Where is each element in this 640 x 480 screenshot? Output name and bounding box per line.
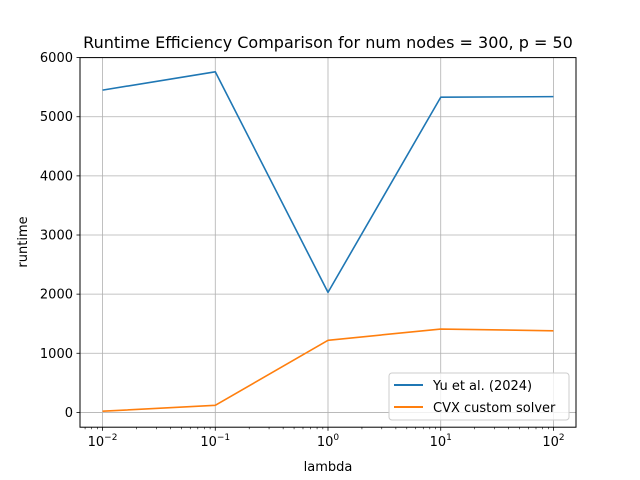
legend: Yu et al. (2024) CVX custom solver <box>388 372 570 421</box>
x-tick-label: 101 <box>430 433 452 450</box>
x-tick-label: 100 <box>317 433 340 450</box>
legend-box <box>388 372 570 421</box>
y-tick-label: 4000 <box>40 169 73 184</box>
x-tick-label: 102 <box>542 433 564 450</box>
y-tick-label: 3000 <box>40 229 73 244</box>
series-line-cvx <box>102 328 554 413</box>
series-line-yu <box>102 70 554 294</box>
y-tick-label: 0 <box>65 406 73 421</box>
x-tick-label: 10−2 <box>88 433 118 450</box>
y-axis-label: runtime <box>16 216 31 267</box>
x-axis-label: lambda <box>304 460 353 475</box>
y-tick-label: 2000 <box>40 288 73 303</box>
y-tick-label: 5000 <box>40 110 73 125</box>
legend-label-yu: Yu et al. (2024) <box>432 379 532 394</box>
legend-label-cvx: CVX custom solver <box>433 401 556 416</box>
x-tick-label: 10−1 <box>200 433 230 450</box>
axis-ticks: 10−2 10−1 100 101 102 0 1000 2000 3000 4000 5000 60… <box>40 51 565 450</box>
grid <box>80 57 576 428</box>
y-tick-label: 6000 <box>40 51 73 66</box>
chart-title: Runtime Efficiency Comparison for num no… <box>83 33 573 52</box>
series-lines <box>102 70 554 413</box>
y-tick-label: 1000 <box>40 347 73 362</box>
